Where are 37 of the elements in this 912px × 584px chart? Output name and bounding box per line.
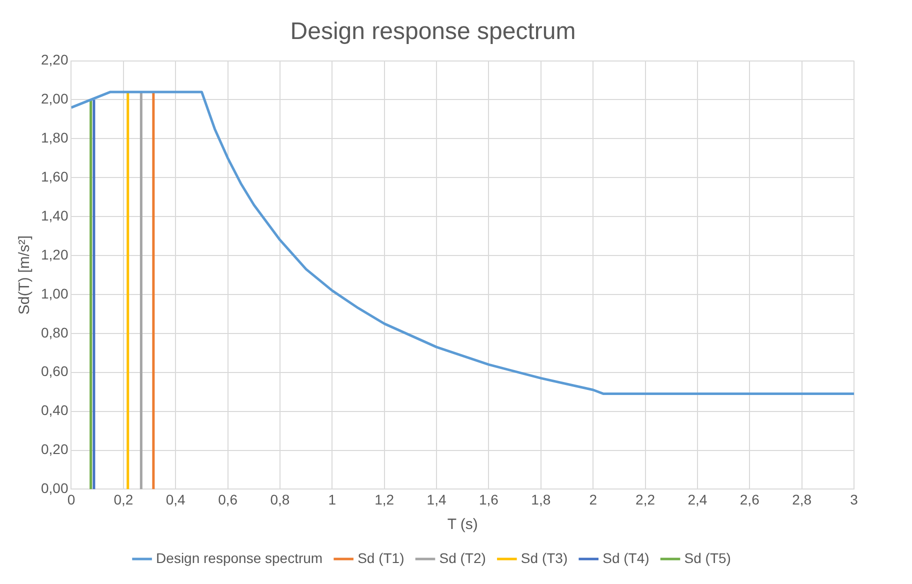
y-tick-label: 1,20 bbox=[41, 246, 68, 262]
legend-label: Sd (T1) bbox=[358, 550, 404, 566]
y-tick-label: 1,80 bbox=[41, 130, 68, 146]
y-tick-label: 0,20 bbox=[41, 441, 68, 458]
y-tick-label: 0,80 bbox=[41, 324, 68, 340]
x-tick-label: 1,6 bbox=[478, 491, 499, 508]
x-tick-label: 2 bbox=[589, 491, 598, 508]
y-tick-label: 1,00 bbox=[41, 285, 68, 302]
y-axis-title: Sd(T) [m/s²] bbox=[16, 235, 34, 315]
x-tick-label: 1,8 bbox=[531, 491, 551, 508]
y-tick-label: 0,00 bbox=[41, 480, 68, 496]
y-tick-label: 1,40 bbox=[41, 207, 68, 224]
legend-label: Sd (T3) bbox=[520, 550, 568, 566]
y-tick-label: 2,00 bbox=[41, 90, 68, 107]
x-tick-label: 2,2 bbox=[636, 491, 656, 508]
x-tick-label: 1 bbox=[328, 491, 336, 508]
legend-label: Sd (T2) bbox=[439, 550, 486, 566]
x-axis-title: T (s) bbox=[447, 516, 478, 534]
x-tick-label: 2,4 bbox=[688, 491, 708, 508]
x-tick-label: 0,4 bbox=[166, 491, 186, 508]
x-tick-label: 0,8 bbox=[270, 491, 290, 508]
x-tick-label: 1,4 bbox=[426, 491, 446, 508]
x-tick-label: 2,6 bbox=[740, 491, 760, 508]
legend-label: Design response spectrum bbox=[156, 550, 323, 566]
x-tick-label: 0,6 bbox=[218, 491, 238, 508]
y-tick-label: 1,60 bbox=[41, 168, 68, 184]
x-tick-label: 2,8 bbox=[792, 491, 812, 508]
x-tick-label: 0,2 bbox=[114, 491, 134, 508]
x-tick-label: 3 bbox=[850, 491, 858, 508]
legend-label: Sd (T5) bbox=[684, 550, 731, 566]
y-tick-label: 0,60 bbox=[41, 363, 68, 380]
chart-title: Design response spectrum bbox=[290, 18, 576, 46]
y-tick-label: 0,40 bbox=[41, 402, 68, 418]
x-tick-label: 0 bbox=[67, 491, 76, 508]
x-tick-label: 1,2 bbox=[374, 491, 394, 508]
y-tick-label: 2,20 bbox=[41, 52, 68, 68]
legend-label: Sd (T4) bbox=[602, 550, 650, 566]
